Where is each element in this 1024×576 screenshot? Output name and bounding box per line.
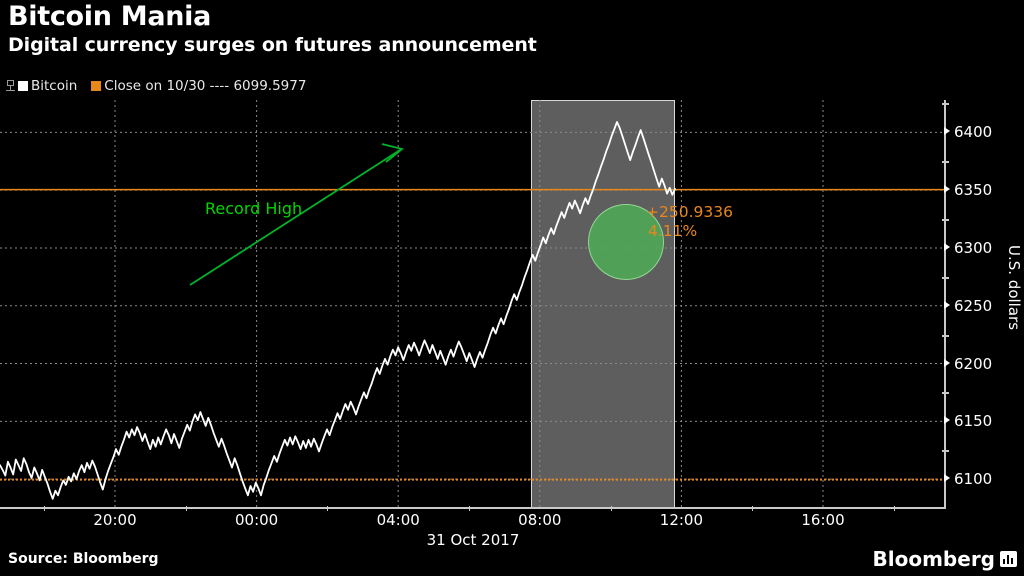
record-high-arrow: [189, 143, 404, 286]
x-axis-tick: 20:00: [93, 511, 137, 529]
annotation-record-high: Record High: [205, 199, 303, 218]
plot-canvas: [0, 100, 944, 508]
x-axis-minor-tick: [610, 506, 612, 511]
y-axis-minor-tick: [942, 276, 949, 279]
y-axis-minor-tick: [942, 392, 949, 395]
y-axis-minor-tick: [942, 334, 949, 337]
y-axis-labels: 6400 6350 6300 6250 6200 6150 6100: [942, 100, 1018, 508]
legend-swatch-close: [91, 81, 102, 91]
x-axis-tick: 08:00: [518, 511, 562, 529]
page-subtitle: Digital currency surges on futures annou…: [8, 34, 537, 56]
y-axis-minor-tick: [942, 450, 949, 453]
bitcoin-price-line: [0, 121, 676, 500]
y-axis-title: U.S. dollars: [1005, 245, 1023, 331]
annotation-change-value: +250.9336: [646, 203, 733, 221]
price-chart-svg: [0, 100, 944, 508]
annotation-change-percent: 4.11%: [648, 222, 698, 240]
x-axis-minor-tick: [752, 506, 754, 511]
y-axis-minor-tick: [942, 103, 949, 106]
y-axis-minor-tick: [942, 219, 949, 222]
gridlines: [0, 100, 944, 508]
y-axis-minor-tick: [942, 161, 949, 164]
legend-label-bitcoin: Bitcoin: [31, 78, 78, 94]
x-axis-date: 31 Oct 2017: [426, 531, 520, 549]
pin-icon[interactable]: [6, 79, 17, 93]
x-axis-minor-tick: [893, 506, 895, 511]
page-title: Bitcoin Mania: [8, 1, 212, 32]
x-axis-minor-tick: [327, 506, 329, 511]
x-axis-minor-tick: [185, 506, 187, 511]
x-axis-tick: 12:00: [659, 511, 704, 529]
source-note: Source: Bloomberg: [8, 551, 159, 567]
legend-label-close: Close on 10/30 ---- 6099.5977: [104, 78, 307, 94]
bloomberg-brand: Bloomberg: [873, 548, 1017, 570]
x-axis-labels: 20:00 00:00 04:00 08:00 12:00 16:00: [0, 506, 946, 535]
highlight-band: [531, 100, 675, 508]
record-high-highlight-circle: [588, 204, 664, 280]
x-axis-tick: 00:00: [234, 511, 279, 529]
x-axis-line: [0, 507, 946, 509]
brand-text: Bloomberg: [872, 547, 995, 571]
x-axis-tick: 04:00: [376, 511, 420, 529]
legend-swatch-bitcoin: [18, 81, 28, 91]
bloomberg-logo-icon: [1000, 551, 1017, 567]
plot-area: [0, 100, 944, 508]
x-axis-minor-tick: [44, 506, 46, 511]
chart-legend: Bitcoin Close on 10/30 ---- 6099.5977: [6, 78, 306, 94]
x-axis-minor-tick: [469, 506, 470, 511]
x-axis-tick: 16:00: [801, 511, 845, 529]
